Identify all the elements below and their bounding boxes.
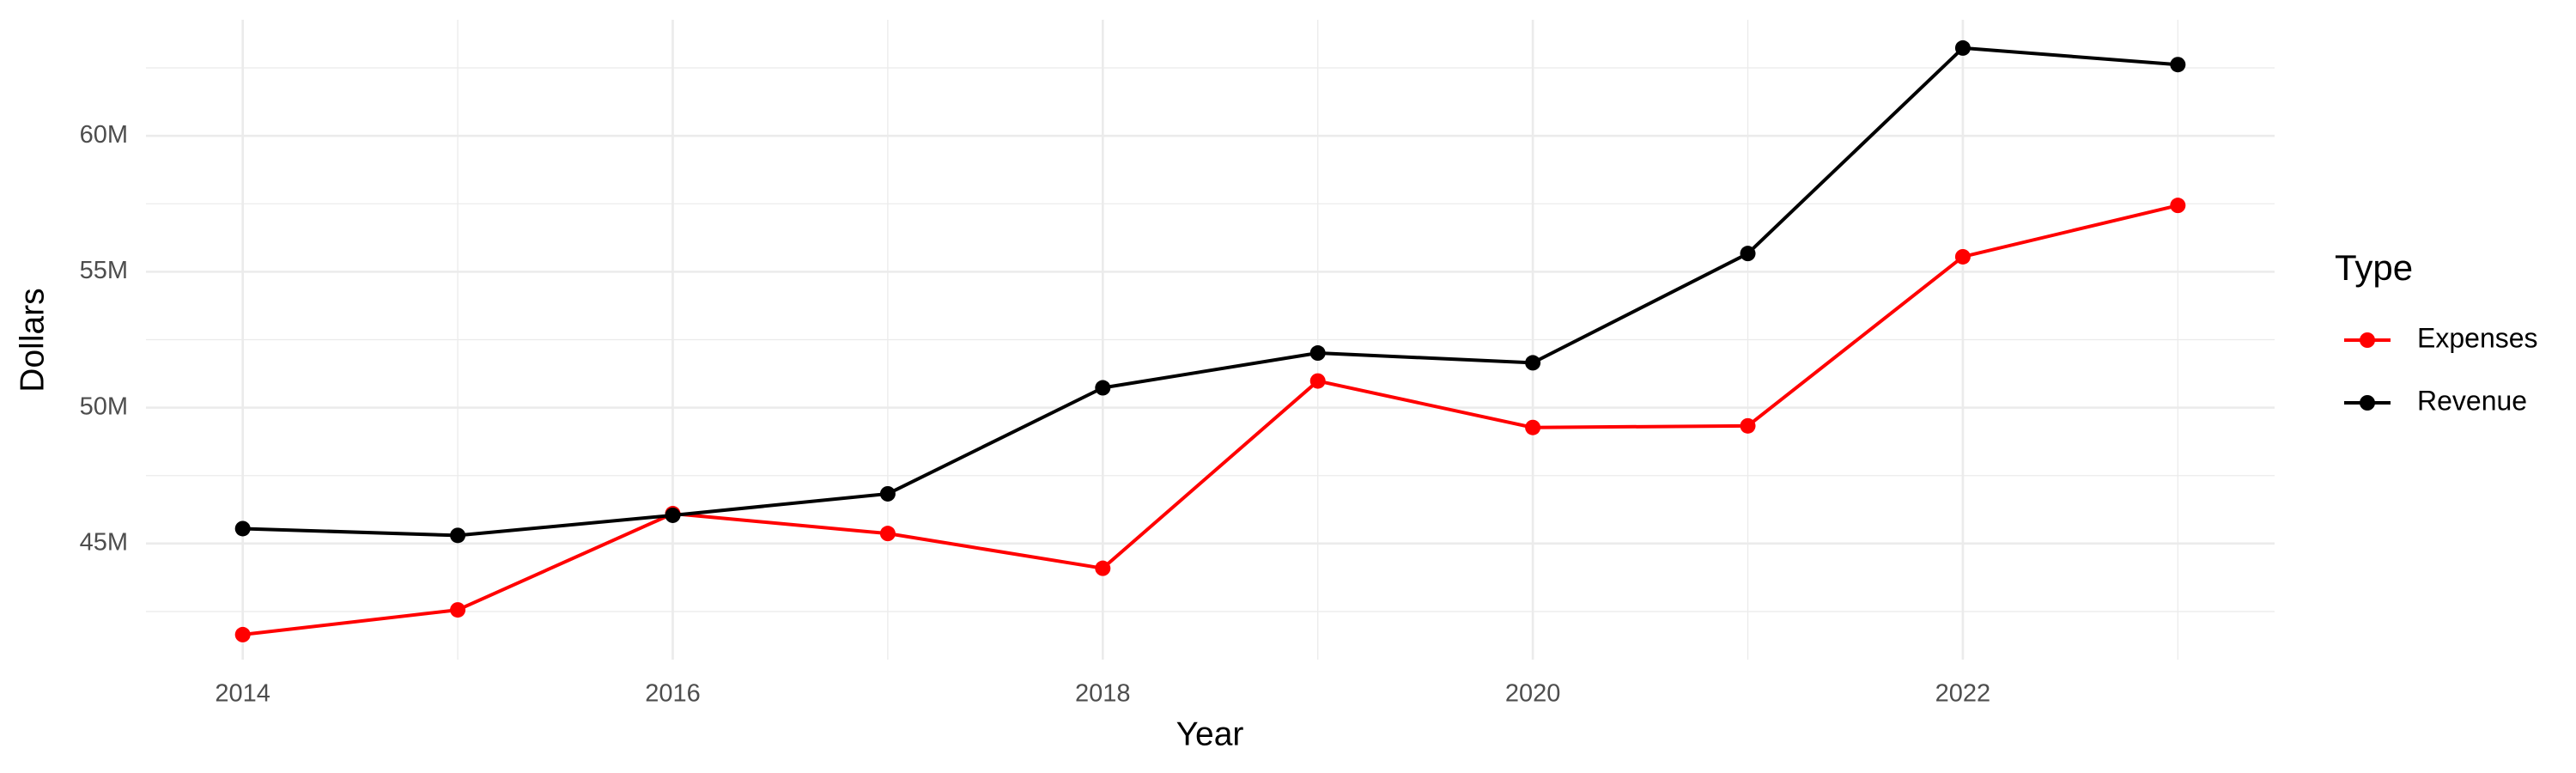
x-tick-label: 2022 [1935,680,1991,708]
data-point [1525,355,1541,371]
grid [146,20,2275,660]
data-point [2170,198,2186,214]
x-tick-label: 2014 [215,680,270,708]
x-axis-title: Year [1176,715,1244,752]
x-tick-label: 2018 [1075,680,1131,708]
y-tick-label: 55M [80,257,128,284]
data-point [1309,345,1326,362]
data-point [1525,419,1541,435]
data-point [665,507,681,523]
y-axis-title: Dollars [14,288,51,392]
data-point [1954,248,1971,265]
y-tick-label: 60M [80,121,128,149]
data-point [1740,246,1756,262]
data-point [2170,57,2186,73]
data-point [1095,560,1111,576]
plot-area [234,40,2186,642]
data-point [879,526,896,542]
series-line [242,204,2178,636]
data-point [234,626,251,642]
legend-label: Revenue [2417,385,2527,416]
data-point [1954,40,1971,56]
legend-label: Expenses [2417,322,2538,353]
legend-key-point [2360,395,2375,411]
data-point [1309,373,1326,389]
y-tick-label: 50M [80,393,128,420]
y-tick-label: 45M [80,529,128,557]
data-point [234,520,251,537]
legend-key-point [2360,332,2375,348]
data-point [1095,380,1111,396]
legend-title: Type [2335,247,2413,288]
data-point [450,527,466,544]
data-point [1740,417,1756,434]
x-tick-label: 2016 [645,680,701,708]
data-point [879,485,896,502]
series-line [242,46,2178,538]
x-tick-label: 2020 [1505,680,1561,708]
data-point [450,602,466,618]
